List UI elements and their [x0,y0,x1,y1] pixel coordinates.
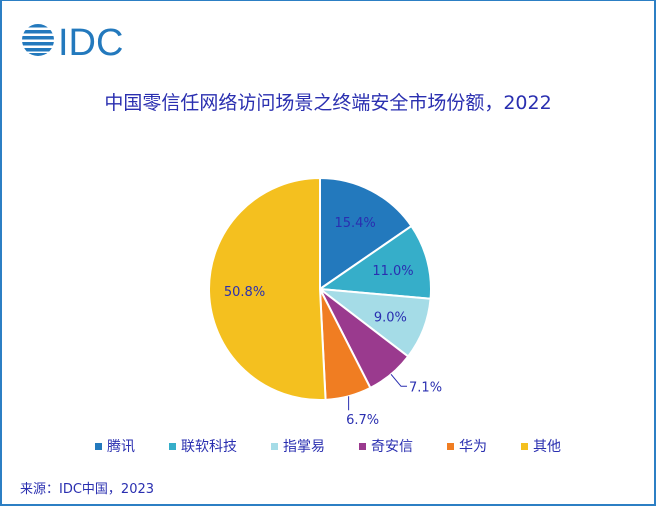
pie-chart: 15.4% 11.0% 9.0% 7.1% 6.7% 50.8% [208,176,442,428]
legend-item: 腾讯 [95,436,135,456]
legend-swatch [447,442,454,450]
data-label: 7.1% [409,380,442,395]
source-note: 来源：IDC中国，2023 [20,482,155,497]
legend-label: 腾讯 [107,439,135,455]
data-label: 9.0% [374,310,407,325]
legend-label: 联软科技 [181,439,237,455]
legend: 腾讯 联软科技 指掌易 奇安信 华为 其他 [0,436,656,456]
data-label: 15.4% [334,216,375,231]
legend-item: 奇安信 [359,436,413,456]
data-label: 6.7% [346,413,379,428]
legend-swatch [169,442,176,450]
legend-swatch [271,442,278,450]
pie-slice-0 [319,176,413,291]
pie-slice-5 [208,176,327,401]
legend-item: 华为 [447,436,487,456]
chart-title: 中国零信任网络访问场景之终端安全市场份额，2022 [104,92,552,114]
legend-label: 指掌易 [283,439,325,455]
logo-text: IDC [58,22,123,60]
legend-item: 指掌易 [271,436,325,456]
data-label: 50.8% [224,285,265,300]
legend-label: 华为 [459,439,487,455]
legend-label: 奇安信 [371,439,413,455]
legend-item: 联软科技 [169,436,237,456]
leader-line [390,373,408,387]
pie-slice-1 [317,224,432,300]
idc-logo: IDC [20,20,140,64]
legend-swatch [521,442,528,450]
legend-swatch [359,442,366,450]
data-label: 11.0% [372,264,413,279]
legend-swatch [95,442,102,450]
legend-item: 其他 [521,436,561,456]
legend-label: 其他 [533,439,561,455]
